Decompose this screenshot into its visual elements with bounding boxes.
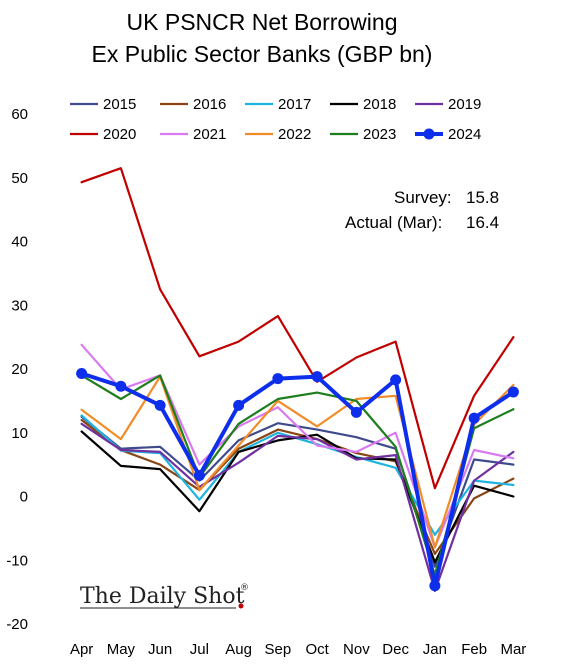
series-point-2024 [390, 374, 402, 386]
chart-subtitle: Ex Public Sector Banks (GBP bn) [92, 41, 433, 67]
legend-label-2022: 2022 [278, 126, 311, 143]
x-tick-label: Sep [265, 641, 292, 658]
y-tick-label: -10 [6, 552, 28, 569]
survey-annotation: Survey: 15.8 [394, 188, 499, 207]
x-tick-label: Nov [343, 641, 370, 658]
y-tick-label: 60 [11, 106, 28, 123]
series-line-2023 [80, 374, 515, 577]
series-line-2020 [80, 167, 515, 490]
series-point-2024 [193, 469, 205, 481]
chart-title: UK PSNCR Net Borrowing [127, 9, 398, 35]
x-tick-label: May [107, 641, 136, 658]
y-tick-label: 40 [11, 234, 28, 251]
series-point-2024 [115, 380, 127, 392]
x-tick-label: Jun [148, 641, 172, 658]
legend-marker-2024 [423, 128, 435, 140]
legend: 2015 2016 2017 2018 2019 2020 2021 2022 2023 2024 [70, 96, 481, 143]
legend-label-2019: 2019 [448, 96, 481, 113]
x-tick-label: Oct [305, 641, 329, 658]
logo-text: The Daily Shot [80, 584, 245, 609]
x-tick-label: Apr [70, 641, 93, 658]
legend-label-2018: 2018 [363, 96, 396, 113]
legend-label-2015: 2015 [103, 96, 136, 113]
y-axis-ticks: -20 -10 0 10 20 30 40 50 60 [6, 106, 28, 633]
x-axis-ticks: Apr May Jun Jul Aug Sep Oct Nov Dec Jan Feb Mar [70, 641, 526, 658]
x-tick-label: Jan [423, 641, 447, 658]
y-tick-label: 30 [11, 297, 28, 314]
series-point-2024 [272, 373, 284, 385]
legend-label-2023: 2023 [363, 126, 396, 143]
legend-label-2024: 2024 [448, 126, 481, 143]
x-tick-label: Jul [190, 641, 209, 658]
legend-label-2020: 2020 [103, 126, 136, 143]
series-line-2022 [80, 375, 515, 549]
series-point-2024 [350, 406, 362, 418]
daily-shot-logo: The Daily Shot ® [80, 583, 249, 609]
logo-dot-icon [238, 603, 244, 609]
series-line-2019 [80, 422, 515, 593]
actual-value: 16.4 [466, 213, 499, 232]
series-point-2024 [468, 412, 480, 424]
series-point-2024 [311, 371, 323, 383]
y-tick-label: 20 [11, 361, 28, 378]
actual-annotation: Actual (Mar): 16.4 [345, 213, 499, 232]
x-tick-label: Feb [461, 641, 487, 658]
legend-label-2021: 2021 [193, 126, 226, 143]
x-tick-label: Dec [382, 641, 409, 658]
series-point-2024 [76, 367, 88, 379]
survey-label: Survey: [394, 188, 452, 207]
series-line-2021 [80, 343, 515, 549]
y-tick-label: 50 [11, 170, 28, 187]
survey-value: 15.8 [466, 188, 499, 207]
legend-label-2016: 2016 [193, 96, 226, 113]
legend-label-2017: 2017 [278, 96, 311, 113]
series-point-2024 [154, 399, 166, 411]
series-point-2024 [429, 580, 441, 592]
y-tick-label: 0 [20, 489, 28, 506]
series-line-2024 [79, 371, 516, 588]
series-line-2016 [80, 418, 515, 556]
series-point-2024 [233, 399, 245, 411]
x-tick-label: Aug [225, 641, 252, 658]
series-point-2024 [507, 386, 519, 398]
y-tick-label: 10 [11, 425, 28, 442]
actual-label: Actual (Mar): [345, 213, 442, 232]
series-lines [76, 167, 519, 593]
logo-registered-mark: ® [240, 583, 249, 593]
y-tick-label: -20 [6, 616, 28, 633]
x-tick-label: Mar [500, 641, 526, 658]
